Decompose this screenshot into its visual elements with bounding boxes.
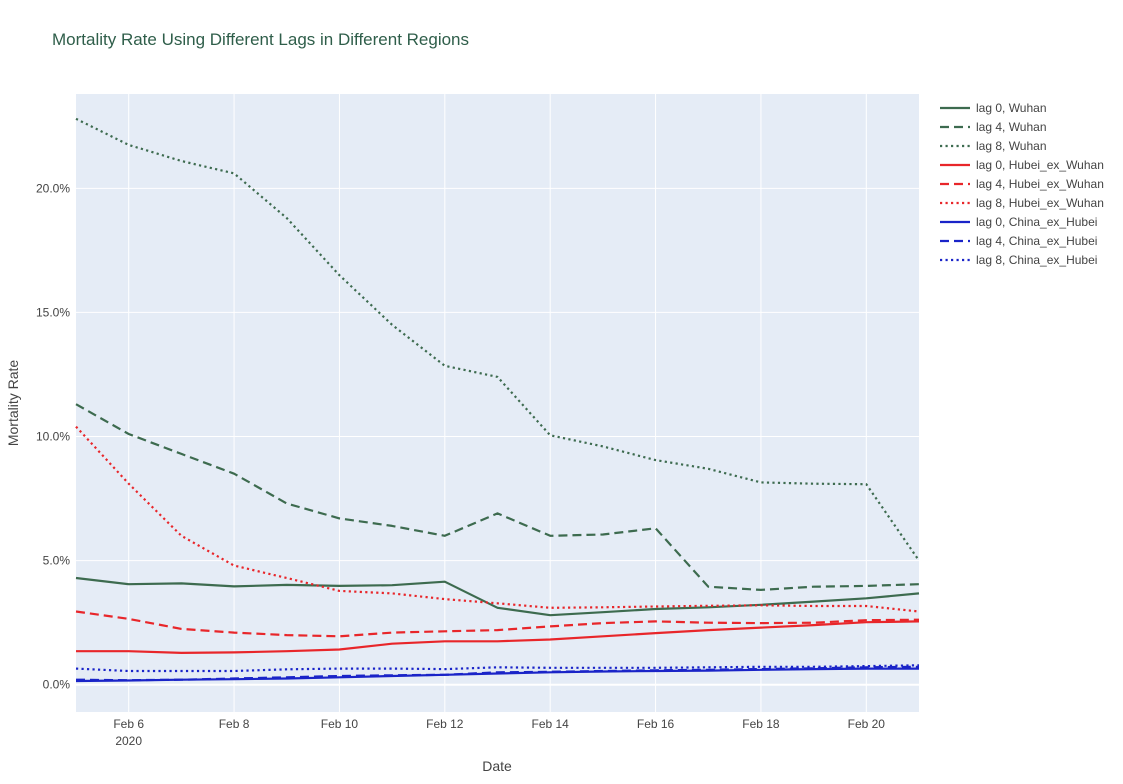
y-tick-label: 15.0% [36,305,70,319]
x-tick-label: Feb 12 [426,717,464,731]
x-tick-sublabel: 2020 [115,734,142,748]
legend-item[interactable]: lag 0, China_ex_Hubei [940,215,1097,229]
legend-label: lag 8, Wuhan [976,139,1047,153]
y-tick-label: 10.0% [36,430,70,444]
x-tick-label: Feb 18 [742,717,780,731]
legend-label: lag 8, Hubei_ex_Wuhan [976,196,1104,210]
x-tick-label: Feb 14 [532,717,570,731]
legend-label: lag 4, Hubei_ex_Wuhan [976,177,1104,191]
series-line-lag-4-wuhan[interactable] [75,403,920,592]
x-tick-label: Feb 16 [637,717,675,731]
legend[interactable]: lag 0, Wuhan lag 4, Wuhan lag 8, Wuhan lag … [940,101,1104,267]
y-tick-label: 20.0% [36,181,70,195]
x-tick-label: Feb 20 [848,717,886,731]
series-lines[interactable] [75,117,920,683]
legend-label: lag 0, China_ex_Hubei [976,215,1097,229]
series-line-lag-0-hubei-ex-wuhan[interactable] [76,620,920,655]
series-line-lag-4-hubei-ex-wuhan[interactable] [75,610,920,638]
y-axis-ticks: 0.0% 5.0% 10.0% 15.0% 20.0% [36,181,70,691]
series-line-lag-4-china-ex-hubei[interactable] [75,665,920,682]
legend-label: lag 4, China_ex_Hubei [976,234,1097,248]
x-axis-title: Date [482,758,512,774]
legend-item[interactable]: lag 8, Hubei_ex_Wuhan [940,196,1104,210]
legend-item[interactable]: lag 0, Wuhan [940,101,1047,115]
series-line-lag-0-wuhan[interactable] [75,576,920,617]
legend-item[interactable]: lag 4, Hubei_ex_Wuhan [940,177,1104,191]
legend-item[interactable]: lag 8, Wuhan [940,139,1047,153]
chart-title: Mortality Rate Using Different Lags in D… [52,30,469,49]
legend-label: lag 8, China_ex_Hubei [976,253,1097,267]
legend-label: lag 0, Hubei_ex_Wuhan [976,158,1104,172]
gridlines [76,94,919,712]
legend-label: lag 0, Wuhan [976,101,1047,115]
legend-item[interactable]: lag 8, China_ex_Hubei [940,253,1097,267]
legend-item[interactable]: lag 0, Hubei_ex_Wuhan [940,158,1104,172]
series-line-lag-8-wuhan[interactable] [75,117,920,562]
legend-item[interactable]: lag 4, Wuhan [940,120,1047,134]
y-tick-label: 5.0% [43,554,71,568]
x-tick-label: Feb 10 [321,717,359,731]
plot-background[interactable] [76,94,919,712]
series-line-lag-8-hubei-ex-wuhan[interactable] [75,425,920,613]
legend-label: lag 4, Wuhan [976,120,1047,134]
x-tick-label: Feb 6 [113,717,144,731]
y-tick-label: 0.0% [43,678,71,692]
legend-item[interactable]: lag 4, China_ex_Hubei [940,234,1097,248]
x-axis-ticks: Feb 6 2020 Feb 8 Feb 10 Feb 12 Feb 14 Feb 16 Fe… [113,717,885,748]
x-tick-label: Feb 8 [219,717,250,731]
y-axis-title: Mortality Rate [5,360,21,447]
